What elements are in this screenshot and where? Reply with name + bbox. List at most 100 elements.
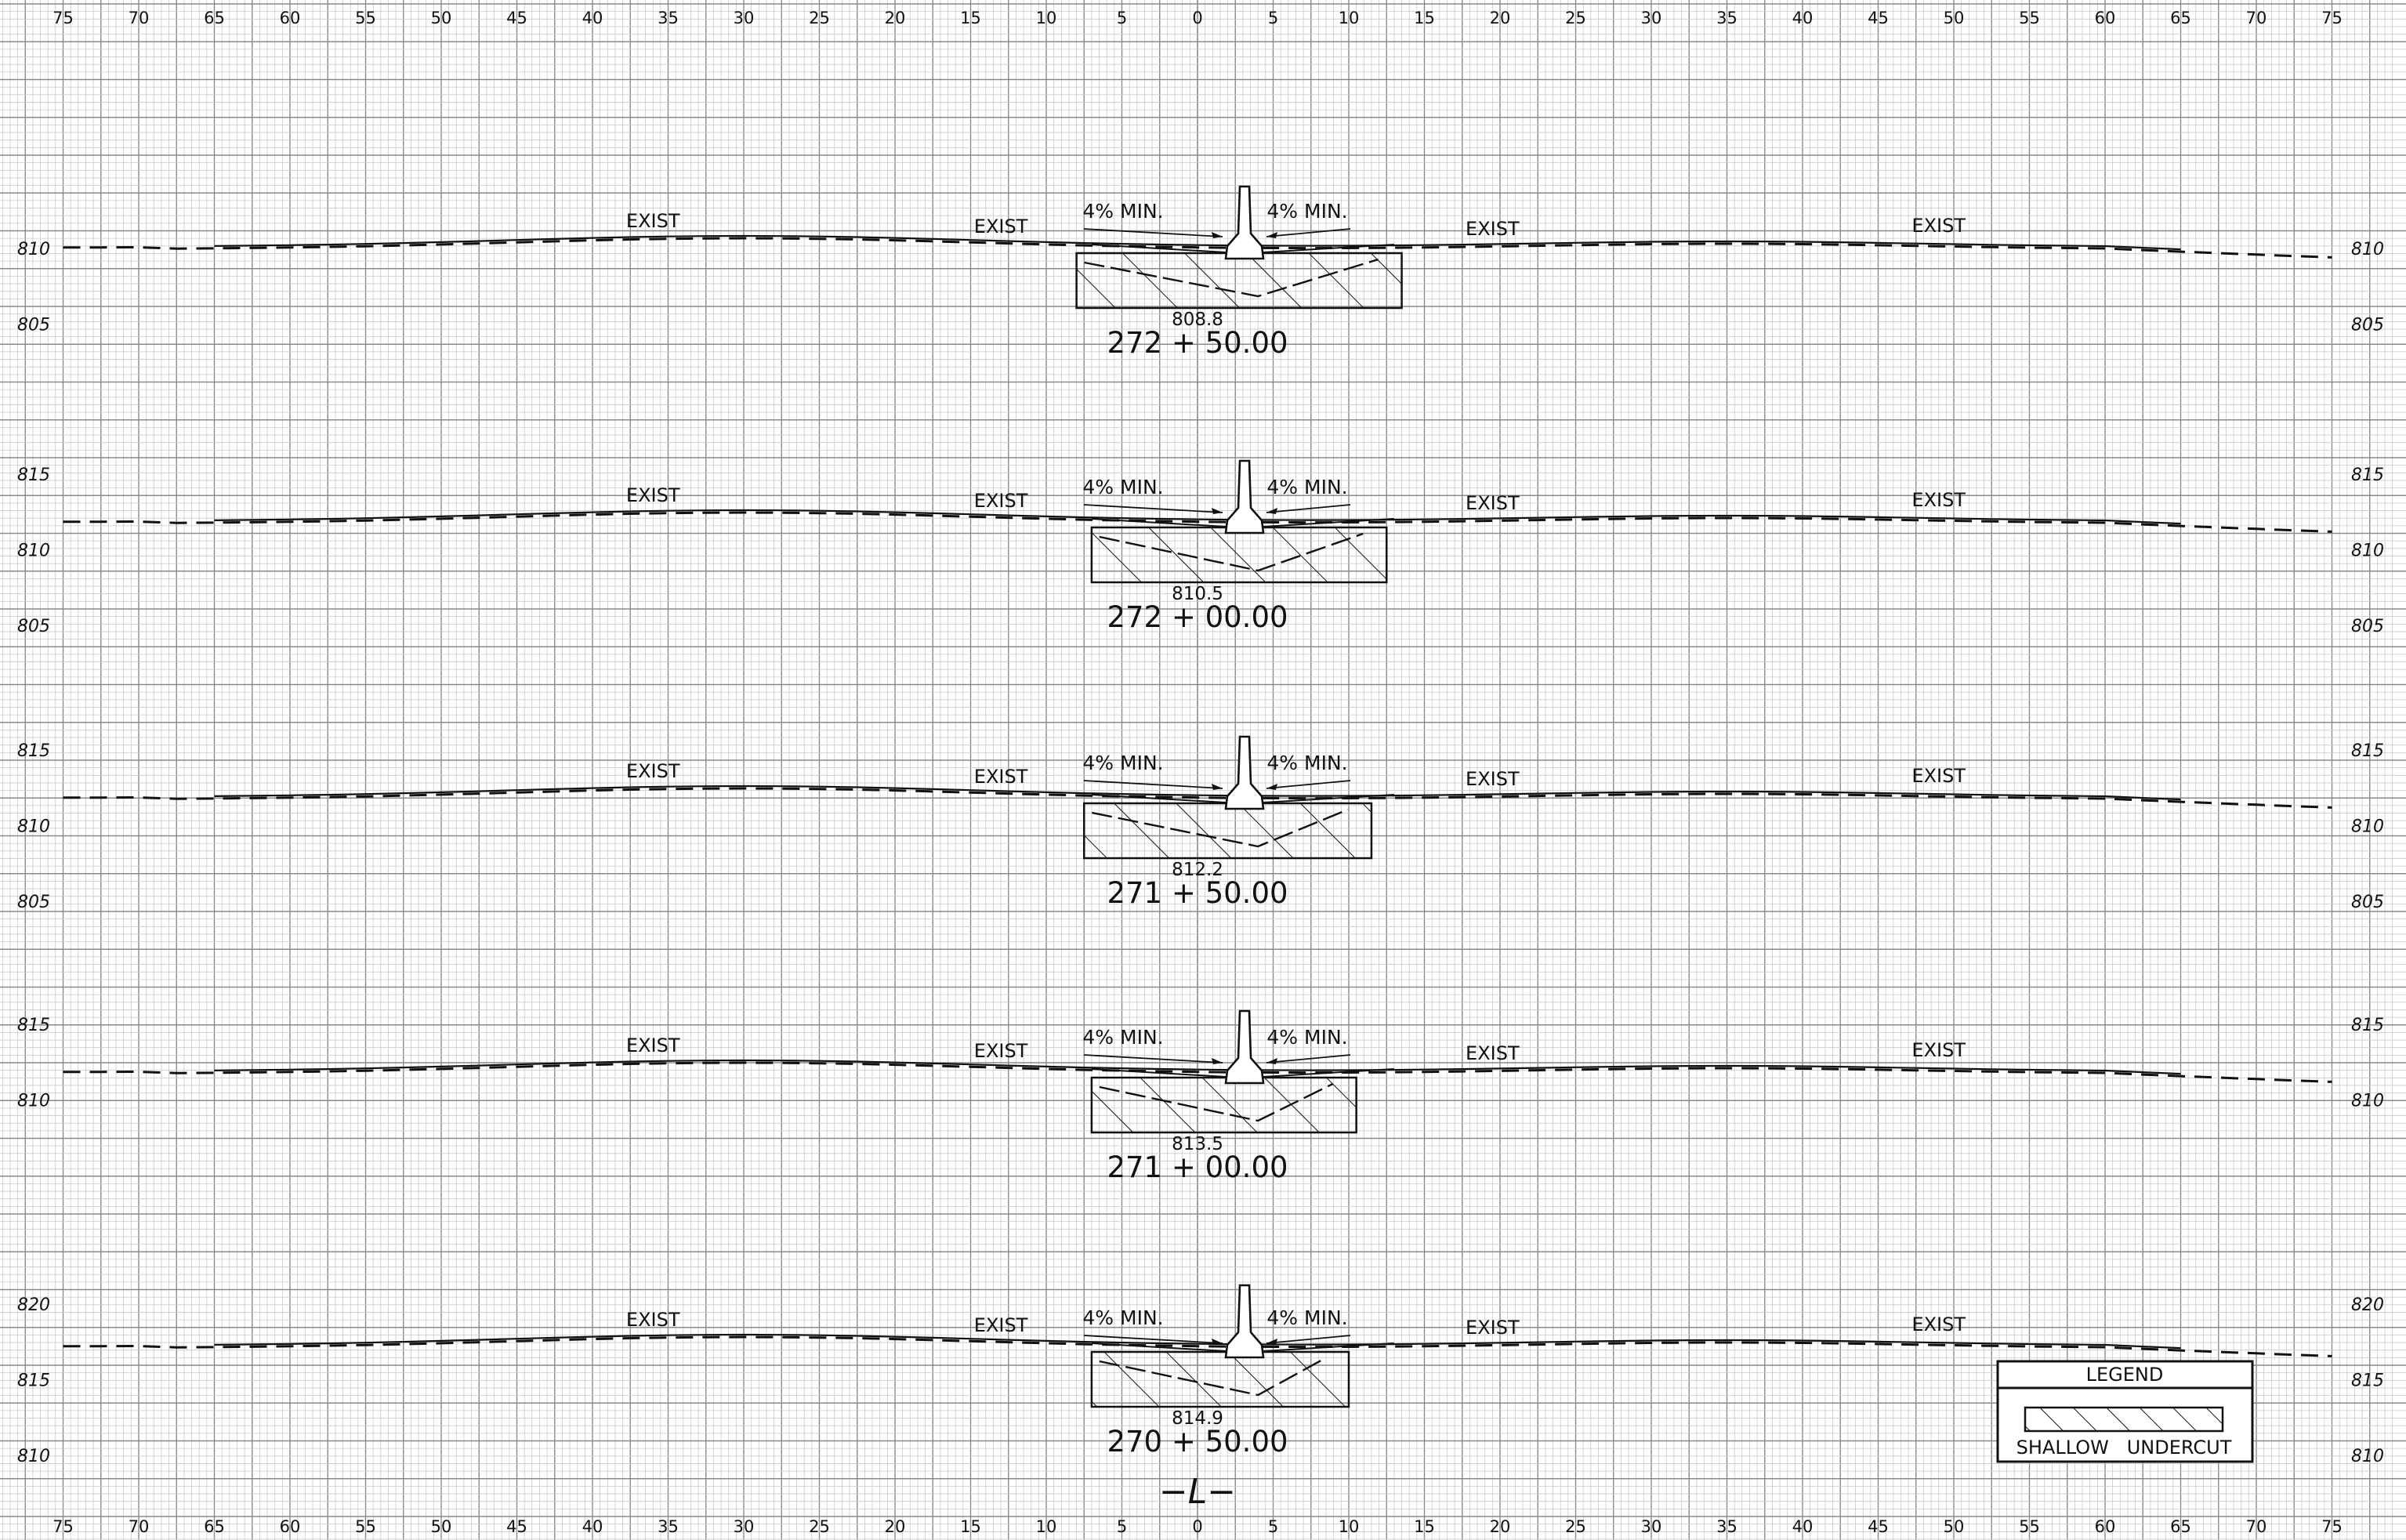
- cross-section: 815 815 810 810 805 805 4% MIN. 4% MIN. EXIST EXI…: [17, 735, 2384, 912]
- slope-arrowhead-left: [1212, 784, 1223, 790]
- exist-label: EXIST: [1466, 768, 1520, 790]
- pavement-edge-right: [1263, 794, 1394, 803]
- shallow-undercut-area: [1090, 1076, 1357, 1134]
- invert-elevation: 810.5: [1172, 584, 1223, 604]
- slope-arrowhead-right: [1266, 1058, 1277, 1064]
- elevation-label-left: 810: [17, 1092, 50, 1111]
- cross-section: 815 815 810 810 805 805 4% MIN. 4% MIN. EXIST EXI…: [17, 459, 2384, 636]
- elevation-label-right: 805: [2351, 316, 2384, 335]
- shallow-undercut-area: [1090, 526, 1388, 584]
- offset-tick-label: 5: [1268, 9, 1278, 27]
- existing-ground-line: [63, 787, 2332, 809]
- offset-tick-label: 45: [506, 9, 527, 27]
- centerline-symbol: −L−: [1159, 1472, 1236, 1512]
- offset-scale-bottom: 75 70 65 60 55 50 45 40 35 30 25 20 15 10 5 0 5 10 15 20 25 3…: [53, 1517, 2343, 1536]
- slope-arrowhead-right: [1266, 232, 1277, 238]
- pavement-edge-left: [1091, 1343, 1227, 1352]
- slope-arrow-right: [1266, 780, 1351, 789]
- offset-tick-label: 75: [53, 1517, 74, 1536]
- offset-tick-label: 75: [2321, 9, 2343, 27]
- offset-tick-label: 70: [129, 9, 150, 27]
- elevation-label-left: 810: [17, 1447, 50, 1466]
- offset-tick-label: 15: [960, 9, 981, 27]
- cross-sections: 810 810 805 805 4% MIN. 4% MIN. EXIST EXIST EXIS…: [17, 185, 2384, 1466]
- slope-arrow-left: [1083, 1054, 1223, 1064]
- offset-tick-label: 10: [1339, 1517, 1360, 1536]
- slope-arrowhead-left: [1212, 508, 1223, 514]
- existing-ground-line: [63, 237, 2332, 259]
- offset-tick-label: 45: [506, 1517, 527, 1536]
- median-barrier: [1224, 1009, 1265, 1085]
- cross-section: 810 810 805 805 4% MIN. 4% MIN. EXIST EXIST EXIS…: [17, 185, 2384, 360]
- offset-tick-label: 20: [885, 9, 906, 27]
- offset-tick-label: 50: [431, 9, 452, 27]
- offset-tick-label: 35: [1716, 9, 1737, 27]
- offset-tick-label: 75: [53, 9, 74, 27]
- median-barrier: [1224, 185, 1265, 260]
- offset-tick-label: 15: [1414, 9, 1435, 27]
- pavement-edge-left: [1091, 518, 1227, 527]
- elevation-label-left: 810: [17, 542, 50, 561]
- exist-label: EXIST: [626, 1035, 680, 1056]
- offset-tick-label: 0: [1192, 9, 1202, 27]
- ditch-profile: [1092, 808, 1349, 848]
- offset-tick-label: 70: [129, 1517, 150, 1536]
- exist-label: EXIST: [974, 216, 1028, 237]
- slope-arrow-right: [1266, 504, 1351, 513]
- station-label: 271 + 50.00: [1107, 876, 1288, 910]
- offset-scale-top: 75 70 65 60 55 50 45 40 35 30 25 20 15 10 5 0 5 10 15 20 25 3…: [53, 9, 2343, 27]
- elevation-label-left: 815: [17, 466, 50, 485]
- legend-title: LEGEND: [2086, 1364, 2164, 1386]
- exist-label: EXIST: [626, 760, 680, 782]
- slope-label-right: 4% MIN.: [1266, 752, 1347, 774]
- elevation-label-right: 810: [2351, 1092, 2384, 1111]
- elevation-label-left: 815: [17, 741, 50, 761]
- proposed-grade-line: [214, 509, 2181, 525]
- slope-arrowhead-right: [1266, 1339, 1277, 1345]
- offset-tick-label: 40: [1792, 1517, 1814, 1536]
- slope-arrowhead-left: [1212, 1339, 1223, 1345]
- offset-tick-label: 55: [2019, 1517, 2040, 1536]
- exist-label: EXIST: [1466, 1042, 1520, 1064]
- exist-label: EXIST: [1466, 492, 1520, 514]
- elevation-label-left: 805: [17, 617, 50, 636]
- slope-arrow-left: [1083, 1335, 1223, 1344]
- median-barrier: [1224, 459, 1265, 534]
- offset-tick-label: 50: [1944, 1517, 1965, 1536]
- offset-tick-label: 40: [582, 9, 603, 27]
- offset-tick-label: 45: [1868, 1517, 1889, 1536]
- pavement-edge-left: [1091, 244, 1227, 253]
- elevation-label-left: 815: [17, 1372, 50, 1391]
- slope-arrow-left: [1083, 228, 1223, 237]
- ditch-profile: [1099, 532, 1364, 572]
- station-label: 272 + 50.00: [1107, 326, 1288, 360]
- offset-tick-label: 55: [2019, 9, 2040, 27]
- offset-tick-label: 0: [1192, 1517, 1202, 1536]
- elevation-label-right: 810: [2351, 542, 2384, 561]
- offset-tick-label: 65: [2170, 1517, 2191, 1536]
- offset-tick-label: 50: [1944, 9, 1965, 27]
- elevation-label-right: 810: [2351, 240, 2384, 259]
- invert-elevation: 813.5: [1172, 1134, 1223, 1154]
- exist-label: EXIST: [974, 1040, 1028, 1062]
- slope-arrow-left: [1083, 780, 1223, 789]
- pavement-edge-left: [1091, 1068, 1227, 1078]
- slope-arrowhead-left: [1212, 1058, 1223, 1064]
- offset-tick-label: 20: [1490, 9, 1511, 27]
- elevation-label-right: 810: [2351, 1447, 2384, 1466]
- offset-tick-label: 25: [1565, 1517, 1586, 1536]
- elevation-label-left: 810: [17, 817, 50, 837]
- offset-tick-label: 60: [2095, 9, 2116, 27]
- median-barrier: [1224, 735, 1265, 810]
- offset-tick-label: 55: [355, 1517, 376, 1536]
- offset-tick-label: 35: [658, 9, 679, 27]
- offset-tick-label: 40: [1792, 9, 1814, 27]
- slope-label-left: 4% MIN.: [1082, 200, 1163, 223]
- offset-tick-label: 25: [809, 1517, 830, 1536]
- existing-ground-line: [63, 1335, 2332, 1357]
- offset-tick-label: 30: [734, 9, 755, 27]
- elevation-label-right: 815: [2351, 741, 2384, 761]
- elevation-label-left: 810: [17, 240, 50, 259]
- slope-label-left: 4% MIN.: [1082, 1026, 1163, 1049]
- ditch-profile: [1084, 258, 1379, 298]
